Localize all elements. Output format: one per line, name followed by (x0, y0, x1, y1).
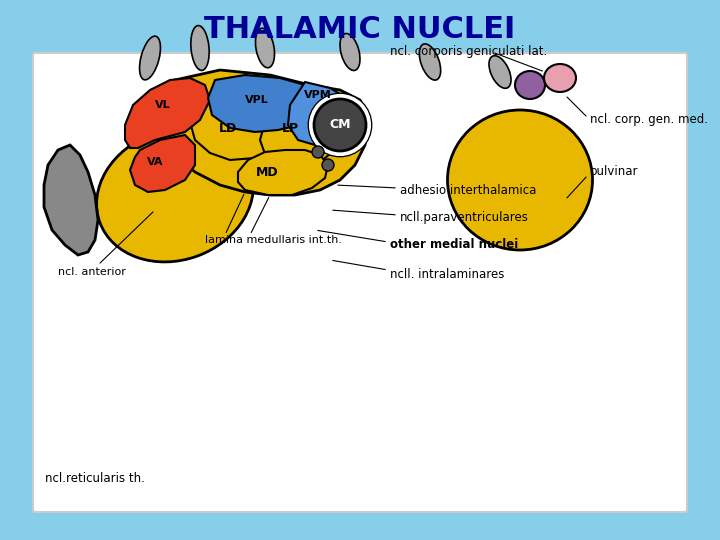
Text: other medial nuclei: other medial nuclei (390, 239, 518, 252)
Polygon shape (288, 82, 358, 145)
Text: ncl. corporis geniculati lat.: ncl. corporis geniculati lat. (390, 45, 547, 58)
Circle shape (322, 159, 334, 171)
Text: LD: LD (219, 122, 237, 134)
Ellipse shape (340, 33, 360, 71)
Text: ncl. anterior: ncl. anterior (58, 267, 126, 277)
Polygon shape (125, 78, 210, 148)
Ellipse shape (544, 64, 576, 92)
Polygon shape (238, 150, 328, 195)
Ellipse shape (314, 99, 366, 151)
Text: adhesio interthalamica: adhesio interthalamica (400, 184, 536, 197)
Polygon shape (44, 145, 98, 255)
Polygon shape (208, 75, 320, 132)
Text: VPM: VPM (304, 90, 332, 100)
Ellipse shape (489, 56, 511, 89)
Ellipse shape (448, 110, 593, 250)
Text: lamina medullaris int.th.: lamina medullaris int.th. (205, 235, 342, 245)
Text: ncll.paraventriculares: ncll.paraventriculares (400, 212, 529, 225)
Text: VA: VA (147, 157, 163, 167)
Text: VPL: VPL (245, 95, 269, 105)
FancyBboxPatch shape (33, 53, 687, 512)
Ellipse shape (419, 44, 441, 80)
Polygon shape (130, 135, 195, 192)
Ellipse shape (256, 28, 274, 68)
Polygon shape (155, 70, 370, 195)
Text: THALAMIC NUCLEI: THALAMIC NUCLEI (204, 16, 516, 44)
Ellipse shape (515, 71, 545, 99)
Ellipse shape (191, 25, 210, 70)
Text: ncll. intralaminares: ncll. intralaminares (390, 268, 505, 281)
Ellipse shape (96, 128, 253, 262)
Text: ncl.reticularis th.: ncl.reticularis th. (45, 471, 145, 484)
Polygon shape (260, 105, 340, 168)
Text: LP: LP (282, 122, 299, 134)
Text: VL: VL (156, 100, 171, 110)
Ellipse shape (140, 36, 161, 80)
Text: MD: MD (256, 165, 279, 179)
Text: pulvinar: pulvinar (590, 165, 639, 179)
Polygon shape (190, 95, 295, 160)
Circle shape (312, 146, 324, 158)
Text: ncl. corp. gen. med.: ncl. corp. gen. med. (590, 113, 708, 126)
Text: CM: CM (329, 118, 351, 132)
